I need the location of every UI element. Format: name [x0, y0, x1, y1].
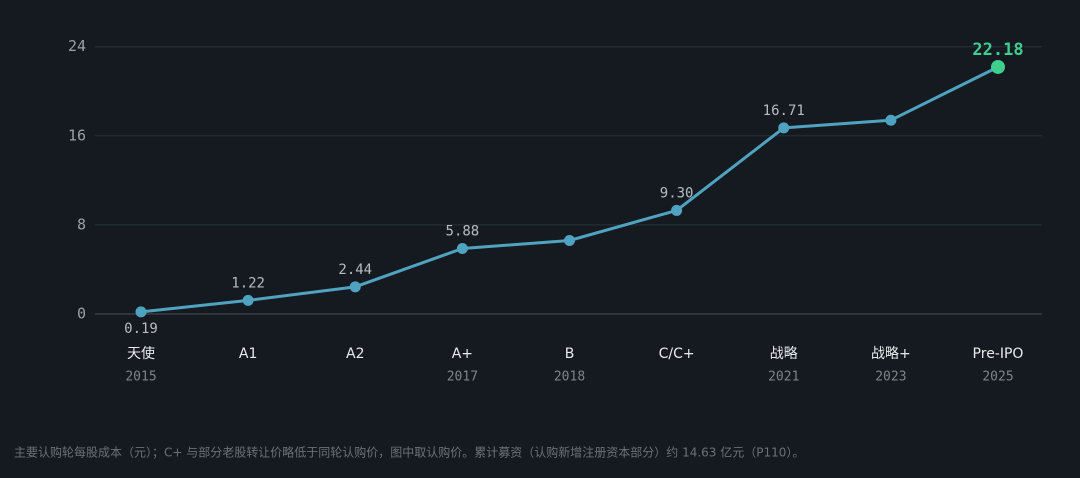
line	[140, 65, 999, 314]
x-tick-label: Pre-IPO	[973, 346, 1024, 362]
year-label: 2025	[982, 370, 1013, 385]
y-tick-label: 8	[77, 215, 86, 233]
x-tick-label: A+	[452, 346, 473, 362]
point	[778, 122, 790, 134]
point	[671, 204, 683, 216]
y-tick-label: 0	[77, 305, 86, 323]
x-tick-label: 战略	[770, 346, 798, 362]
point	[564, 234, 575, 246]
point	[135, 306, 147, 318]
value-label: 16.71	[763, 103, 805, 119]
x-tick-label: 天使	[127, 345, 155, 362]
year-label: 2023	[875, 370, 906, 385]
year-label: 2021	[768, 370, 799, 385]
point	[349, 281, 361, 293]
value-label: 5.88	[446, 224, 480, 240]
x-tick-label: A1	[239, 346, 257, 362]
year-label: 2017	[447, 370, 478, 385]
point	[991, 59, 1005, 74]
point	[242, 294, 254, 306]
x-tick-label: A2	[346, 346, 364, 362]
value-label: 22.18	[972, 40, 1023, 60]
value-label: 9.30	[660, 185, 694, 201]
footnote: 主要认购轮每股成本（元）；C+ 与部分老股转让价略低于同轮认购价，图中取认购价。…	[14, 445, 804, 460]
year-label: 2018	[554, 370, 585, 385]
value-label: 0.19	[124, 321, 158, 337]
point	[456, 243, 468, 255]
y-tick-label: 24	[68, 37, 86, 55]
x-tick-label: B	[565, 346, 575, 362]
y-tick-label: 16	[68, 126, 86, 144]
year-label: 2015	[125, 370, 156, 385]
x-tick-label: C/C+	[659, 346, 695, 362]
value-label: 1.22	[231, 275, 265, 291]
x-tick-label: 战略+	[871, 346, 911, 362]
point	[885, 114, 897, 126]
value-label: 2.44	[338, 262, 372, 278]
